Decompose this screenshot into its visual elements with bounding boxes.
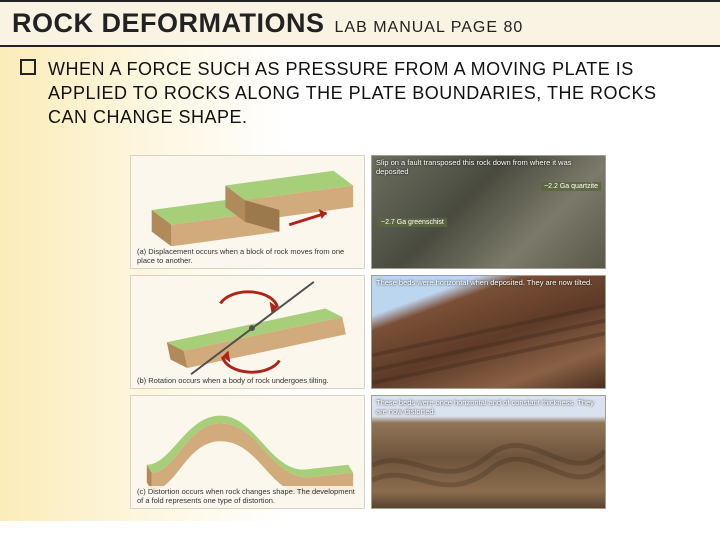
photo-c-fold-icon	[372, 396, 605, 509]
photo-b-strata-icon	[372, 276, 605, 389]
diagram-a-caption: (a) Displacement occurs when a block of …	[135, 246, 360, 266]
diagram-c-caption: (c) Distortion occurs when rock changes …	[135, 486, 360, 506]
page-title: ROCK DEFORMATIONS	[12, 8, 325, 39]
photo-a-label-quartzite: ~2.2 Ga quartzite	[541, 182, 601, 191]
diagram-rotation: (b) Rotation occurs when a body of rock …	[130, 275, 365, 389]
body-region: WHEN A FORCE SUCH AS PRESSURE FROM A MOV…	[0, 47, 720, 521]
title-bar: ROCK DEFORMATIONS LAB MANUAL PAGE 80	[0, 0, 720, 47]
photo-distortion: These beds were once horizontal and of c…	[371, 395, 606, 509]
diagram-distortion: (c) Distortion occurs when rock changes …	[130, 395, 365, 509]
photo-rotation: These beds were horizontal when deposite…	[371, 275, 606, 389]
bullet-marker	[20, 59, 36, 75]
page-subtitle: LAB MANUAL PAGE 80	[335, 19, 524, 37]
diagram-displacement: (a) Displacement occurs when a block of …	[130, 155, 365, 269]
photo-displacement: Slip on a fault transposed this rock dow…	[371, 155, 606, 269]
diagram-b-caption: (b) Rotation occurs when a body of rock …	[135, 375, 360, 386]
photo-a-label-greenschist: ~2.7 Ga greenschist	[378, 218, 447, 227]
photo-a-annotation: Slip on a fault transposed this rock dow…	[376, 158, 601, 176]
diagram-rotation-svg	[131, 276, 364, 388]
figure-grid: (a) Displacement occurs when a block of …	[130, 155, 610, 515]
